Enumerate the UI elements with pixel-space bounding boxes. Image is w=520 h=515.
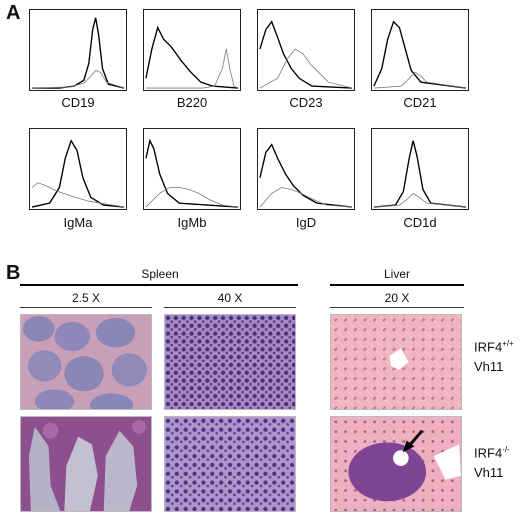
mag-rule-1 [20, 307, 152, 308]
histogram-igma [29, 128, 127, 210]
histogram-igmb [143, 128, 241, 210]
mag-rule-2 [164, 307, 296, 308]
marker-label-cd23: CD23 [289, 95, 323, 110]
genotype-label-ko: IRF4-/- Vh11 [474, 440, 510, 483]
magnification-spleen-low: 2.5 X [71, 291, 101, 305]
marker-label-cd1d: CD1d [403, 215, 437, 230]
histogram-cd19 [29, 9, 127, 91]
liver-ko-image [330, 416, 462, 512]
magnification-liver: 20 X [384, 291, 410, 305]
histogram-b220 [143, 9, 241, 91]
liver-wt-image [330, 314, 462, 410]
genotype-line2-ko: Vh11 [474, 465, 504, 481]
magnification-spleen-high: 40 X [217, 291, 243, 305]
marker-label-cd21: CD21 [403, 95, 437, 110]
genotype-sup-wt: +/+ [502, 339, 514, 348]
spleen-label: Spleen [141, 267, 179, 281]
histogram-cd23 [257, 9, 355, 91]
marker-label-b220: B220 [176, 95, 208, 110]
spleen-high-mag-wt-image [164, 314, 296, 410]
spleen-low-mag-wt-image [20, 314, 152, 410]
genotype-gene-ko: IRF4 [474, 445, 503, 461]
panel-a-letter: A [6, 2, 21, 24]
marker-label-igma: IgMa [63, 215, 93, 230]
marker-label-cd19: CD19 [61, 95, 95, 110]
panel-b-letter: B [6, 262, 21, 284]
genotype-gene-wt: IRF4 [474, 339, 503, 355]
genotype-sup-ko: -/- [502, 445, 510, 454]
histogram-igd [257, 128, 355, 210]
marker-label-igd: IgD [295, 215, 317, 230]
spleen-rule [20, 284, 298, 286]
spleen-low-mag-ko-image [20, 416, 152, 512]
marker-label-igmb: IgMb [177, 215, 207, 230]
liver-rule [330, 284, 464, 286]
histogram-cd21 [371, 9, 469, 91]
liver-label: Liver [383, 267, 410, 281]
spleen-high-mag-ko-image [164, 416, 296, 512]
histogram-cd1d [371, 128, 469, 210]
genotype-line2-wt: Vh11 [474, 359, 504, 375]
mag-rule-3 [330, 307, 464, 308]
genotype-label-wt: IRF4+/+ Vh11 [474, 334, 514, 377]
